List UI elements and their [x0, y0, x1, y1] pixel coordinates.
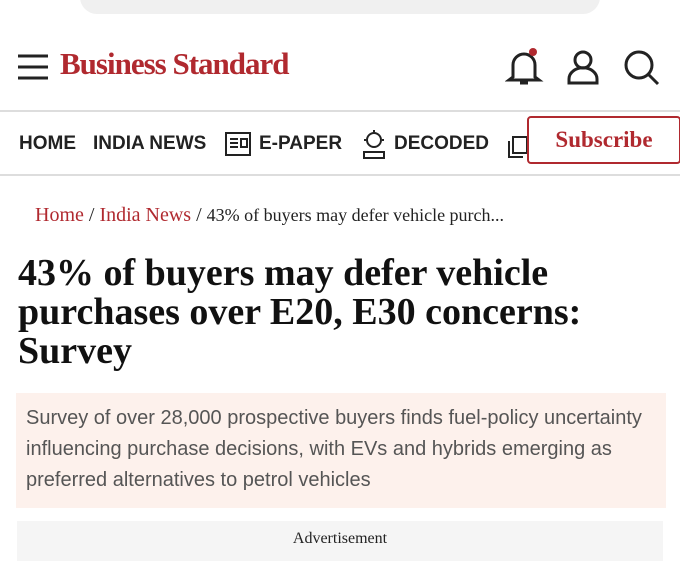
header: Business Standard: [0, 30, 680, 112]
epaper-icon: [225, 132, 251, 156]
article-summary: Survey of over 28,000 prospective buyers…: [16, 393, 666, 508]
advertisement: Advertisement: [17, 521, 663, 561]
breadcrumb-home[interactable]: Home: [35, 204, 84, 226]
nav: HOME INDIA NEWS E-PAPER DECODED Subscrib…: [0, 112, 680, 176]
article-title: 43% of buyers may defer vehicle purchase…: [18, 252, 582, 372]
more-icon: [508, 136, 528, 158]
nav-item[interactable]: HOME: [19, 133, 76, 154]
nav-item[interactable]: E-PAPER: [259, 133, 343, 154]
nav-item[interactable]: INDIA NEWS: [93, 133, 207, 154]
menu-icon[interactable]: [16, 52, 50, 82]
top-bar: [80, 0, 600, 14]
subscribe-button[interactable]: Subscribe: [527, 116, 680, 164]
page: Business Standard HOME INDIA NEWS E-PAPE…: [0, 0, 680, 547]
decoded-icon: [363, 130, 385, 159]
breadcrumb-section[interactable]: India News: [99, 204, 192, 226]
brand[interactable]: Business Standard: [60, 46, 290, 81]
header-icons: [505, 48, 660, 86]
breadcrumb-current: 43% of buyers may defer vehicle purch...: [206, 205, 505, 225]
nav-item[interactable]: DECODED: [394, 133, 490, 154]
breadcrumb: Home / India News / 43% of buyers may de…: [35, 204, 505, 226]
